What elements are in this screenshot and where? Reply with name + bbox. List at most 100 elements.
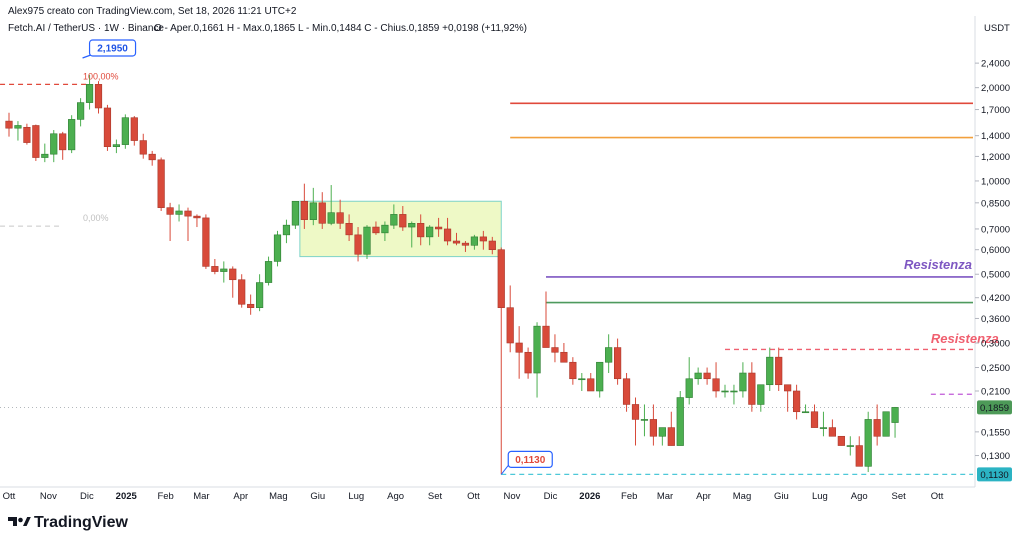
candle[interactable] xyxy=(515,326,523,379)
candle[interactable] xyxy=(667,411,675,446)
candle[interactable] xyxy=(327,185,335,226)
candle[interactable] xyxy=(345,214,353,242)
candle[interactable] xyxy=(810,404,819,428)
candle[interactable] xyxy=(622,373,631,412)
candle[interactable] xyxy=(452,232,461,246)
candle[interactable] xyxy=(282,219,291,244)
candle[interactable] xyxy=(846,436,854,456)
candle[interactable] xyxy=(130,116,138,146)
candle[interactable] xyxy=(77,98,85,127)
candle[interactable] xyxy=(882,411,890,437)
candle[interactable] xyxy=(23,123,31,145)
candle[interactable] xyxy=(649,404,657,446)
candle[interactable] xyxy=(578,373,586,391)
candle[interactable] xyxy=(524,347,532,379)
candle[interactable] xyxy=(399,206,407,231)
candle[interactable] xyxy=(202,214,210,269)
candle[interactable] xyxy=(157,157,165,211)
candle[interactable] xyxy=(766,347,774,391)
candle[interactable] xyxy=(542,291,550,348)
candle[interactable] xyxy=(497,247,505,475)
candles-layer[interactable] xyxy=(5,74,899,475)
candle[interactable] xyxy=(873,404,881,446)
candle[interactable] xyxy=(569,357,577,385)
candle[interactable] xyxy=(381,221,389,242)
candle[interactable] xyxy=(139,133,147,159)
candle[interactable] xyxy=(479,230,487,250)
candle[interactable] xyxy=(613,338,622,385)
candle[interactable] xyxy=(193,214,201,228)
candle[interactable] xyxy=(291,200,300,229)
low-price-tag[interactable] xyxy=(507,450,553,468)
candle[interactable] xyxy=(775,347,783,391)
candle[interactable] xyxy=(461,241,470,252)
candle[interactable] xyxy=(247,294,255,315)
candle[interactable] xyxy=(801,404,810,414)
candle[interactable] xyxy=(434,217,443,237)
candle[interactable] xyxy=(757,384,765,412)
candle[interactable] xyxy=(14,121,22,141)
candle[interactable] xyxy=(85,74,94,110)
candle[interactable] xyxy=(184,207,192,242)
candle[interactable] xyxy=(318,192,326,229)
consolidation-zone-rect[interactable] xyxy=(299,200,502,258)
candle[interactable] xyxy=(354,227,362,262)
price-axis[interactable]: 2,4000 2,0000 1,7000 1,4000 1,2000 1,0000 0,85… xyxy=(975,59,1012,482)
candle[interactable] xyxy=(631,397,640,446)
candle[interactable] xyxy=(828,419,836,437)
candle[interactable] xyxy=(685,357,693,405)
candle[interactable] xyxy=(408,221,416,248)
candle[interactable] xyxy=(417,214,425,246)
candle[interactable] xyxy=(694,367,702,385)
candle[interactable] xyxy=(748,362,756,412)
candle[interactable] xyxy=(300,183,308,229)
candle[interactable] xyxy=(533,322,541,398)
candle[interactable] xyxy=(855,436,863,467)
candle[interactable] xyxy=(739,362,747,398)
candle[interactable] xyxy=(730,384,738,405)
candle[interactable] xyxy=(148,150,156,166)
candle[interactable] xyxy=(596,361,604,398)
candle[interactable] xyxy=(50,130,58,163)
candle[interactable] xyxy=(640,404,649,437)
candle[interactable] xyxy=(68,115,76,154)
candle[interactable] xyxy=(703,367,711,385)
candle[interactable] xyxy=(605,334,613,374)
candle[interactable] xyxy=(166,202,174,242)
candle[interactable] xyxy=(837,435,845,446)
candle[interactable] xyxy=(238,274,246,308)
current-price-badge[interactable]: 0,1859 xyxy=(977,400,1012,415)
candle[interactable] xyxy=(891,406,899,438)
candle[interactable] xyxy=(41,143,49,163)
candle[interactable] xyxy=(784,384,792,412)
candle[interactable] xyxy=(211,258,219,275)
candle[interactable] xyxy=(121,114,129,149)
time-axis[interactable]: Ott Nov Dic 2025 Feb Mar Apr Mag Giu Lug Ago Set Ott… xyxy=(3,491,944,502)
candle[interactable] xyxy=(676,390,684,446)
candle[interactable] xyxy=(864,411,872,473)
candle[interactable] xyxy=(443,217,452,246)
candle[interactable] xyxy=(587,373,595,392)
candle[interactable] xyxy=(792,384,801,420)
candle[interactable] xyxy=(255,274,264,312)
candle[interactable] xyxy=(32,124,40,161)
low-price-badge[interactable]: 0,1130 xyxy=(977,467,1012,482)
candle[interactable] xyxy=(551,334,559,363)
candle[interactable] xyxy=(721,384,729,398)
candle[interactable] xyxy=(59,131,67,160)
candle[interactable] xyxy=(5,112,13,137)
candle[interactable] xyxy=(175,204,183,222)
candle[interactable] xyxy=(309,187,317,226)
candle[interactable] xyxy=(103,104,112,151)
candle[interactable] xyxy=(112,139,120,154)
candle[interactable] xyxy=(229,266,237,298)
candle[interactable] xyxy=(273,230,282,267)
candle[interactable] xyxy=(220,261,228,283)
candle[interactable] xyxy=(506,285,514,353)
candle[interactable] xyxy=(560,342,568,363)
candle[interactable] xyxy=(336,199,344,229)
candle[interactable] xyxy=(390,204,398,229)
candle[interactable] xyxy=(470,234,479,250)
candle[interactable] xyxy=(488,236,496,255)
